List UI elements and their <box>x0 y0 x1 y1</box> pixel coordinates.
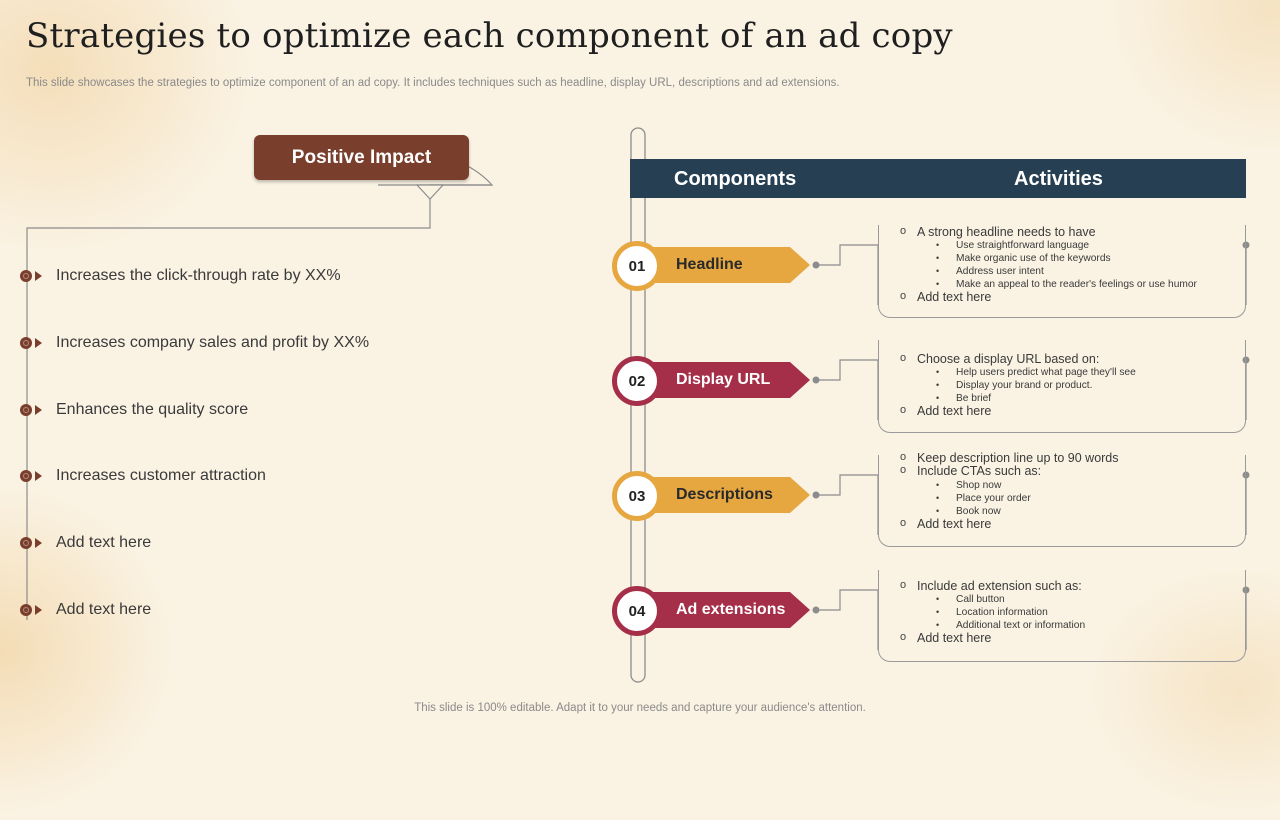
impact-item: Increases customer attraction <box>20 464 266 488</box>
impact-item-text: Increases the click-through rate by XX% <box>56 267 341 284</box>
page-title: Strategies to optimize each component of… <box>26 16 953 56</box>
component-number-badge: 04 <box>612 586 662 636</box>
bullet-dot-icon <box>20 404 32 416</box>
activity-line: Choose a display URL based on: <box>900 352 1136 366</box>
components-column-header: Components <box>674 168 797 190</box>
activity-bullet: Make organic use of the keywords <box>900 252 1197 265</box>
activity-bullet: Address user intent <box>900 265 1197 278</box>
impact-item-text: Add text here <box>56 601 152 618</box>
activity-bullet: Make an appeal to the reader's feelings … <box>900 278 1197 291</box>
impact-item-text: Add text here <box>56 534 152 551</box>
activity-bullet: Display your brand or product. <box>900 379 1136 392</box>
activity-list-display-url: Choose a display URL based on: Help user… <box>900 352 1136 419</box>
component-ad-extensions-tag[interactable]: Ad extensions <box>640 592 810 628</box>
activities-column-header: Activities <box>1014 168 1103 190</box>
play-arrow-icon <box>35 471 42 481</box>
impact-item: Enhances the quality score <box>20 398 248 422</box>
activity-line: Add text here <box>900 290 1197 304</box>
activity-box-ad-extensions <box>878 570 1246 662</box>
activity-box-headline <box>878 225 1246 318</box>
page-footer: This slide is 100% editable. Adapt it to… <box>414 702 866 714</box>
component-number-badge: 03 <box>612 471 662 521</box>
bullet-dot-icon <box>20 470 32 482</box>
impact-item: Add text here <box>20 598 151 622</box>
positive-impact-button[interactable]: Positive Impact <box>254 135 469 180</box>
bullet-dot-icon <box>20 270 32 282</box>
activity-list-descriptions: Keep description line up to 90 words Inc… <box>900 451 1119 531</box>
activity-bullet: Additional text or information <box>900 619 1085 632</box>
play-arrow-icon <box>35 405 42 415</box>
activity-list-ad-extensions: Include ad extension such as: Call butto… <box>900 579 1085 646</box>
component-label: Headline <box>676 256 743 273</box>
activity-bullet: Location information <box>900 606 1085 619</box>
activity-box-descriptions <box>878 455 1246 547</box>
component-number-badge: 02 <box>612 356 662 406</box>
activity-line: Include ad extension such as: <box>900 579 1085 593</box>
bullet-dot-icon <box>20 537 32 549</box>
play-arrow-icon <box>35 271 42 281</box>
component-number-badge: 01 <box>612 241 662 291</box>
activity-line: A strong headline needs to have <box>900 225 1197 239</box>
activity-bullet: Place your order <box>900 492 1119 505</box>
component-headline-tag[interactable]: Headline <box>640 247 810 283</box>
component-display-url-tag[interactable]: Display URL <box>640 362 810 398</box>
activity-bullet: Book now <box>900 505 1119 518</box>
impact-item: Increases the click-through rate by XX% <box>20 264 341 288</box>
activity-bullet: Help users predict what page they'll see <box>900 366 1136 379</box>
impact-item: Increases company sales and profit by XX… <box>20 331 369 355</box>
impact-item: Add text here <box>20 531 151 555</box>
component-label: Descriptions <box>676 486 773 503</box>
activity-line: Keep description line up to 90 words <box>900 451 1119 465</box>
component-label: Ad extensions <box>676 601 786 618</box>
activity-box-display-url <box>878 340 1246 433</box>
component-descriptions-tag[interactable]: Descriptions <box>640 477 810 513</box>
impact-item-text: Increases customer attraction <box>56 467 266 484</box>
activity-list-headline: A strong headline needs to have Use stra… <box>900 225 1197 305</box>
impact-item-text: Enhances the quality score <box>56 401 249 418</box>
component-label: Display URL <box>676 371 771 388</box>
activity-bullet: Be brief <box>900 392 1136 405</box>
activity-bullet: Call button <box>900 593 1085 606</box>
table-header: Components Activities <box>630 159 1246 198</box>
activity-line: Add text here <box>900 631 1085 645</box>
bullet-dot-icon <box>20 337 32 349</box>
play-arrow-icon <box>35 605 42 615</box>
activity-bullet: Use straightforward language <box>900 239 1197 252</box>
impact-item-text: Increases company sales and profit by XX… <box>56 334 370 351</box>
activity-bullet: Shop now <box>900 479 1119 492</box>
play-arrow-icon <box>35 538 42 548</box>
activity-line: Add text here <box>900 404 1136 418</box>
activity-line: Add text here <box>900 517 1119 531</box>
play-arrow-icon <box>35 338 42 348</box>
bullet-dot-icon <box>20 604 32 616</box>
activity-line: Include CTAs such as: <box>900 464 1119 478</box>
page-subtitle: This slide showcases the strategies to o… <box>26 77 840 89</box>
